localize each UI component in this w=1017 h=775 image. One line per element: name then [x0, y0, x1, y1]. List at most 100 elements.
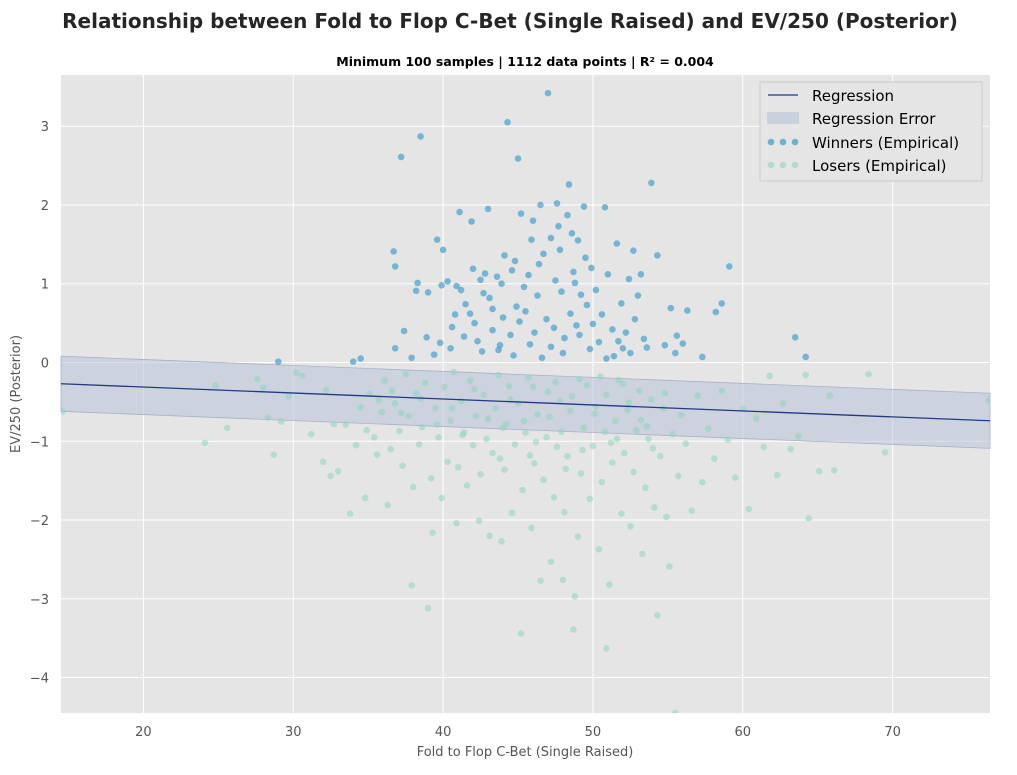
- winner-point: [520, 283, 528, 291]
- loser-point: [492, 404, 499, 412]
- winner-point: [595, 338, 603, 346]
- loser-point: [466, 377, 474, 384]
- loser-point: [752, 415, 760, 422]
- loser-point: [630, 468, 637, 476]
- loser-point: [577, 470, 585, 477]
- loser-point: [592, 403, 600, 410]
- loser-point: [453, 519, 460, 527]
- loser-point: [619, 380, 627, 388]
- winner-point: [547, 234, 555, 242]
- loser-point: [794, 433, 802, 440]
- loser-point: [826, 392, 833, 399]
- winner-point: [531, 329, 538, 336]
- loser-point: [543, 434, 550, 441]
- winner-point: [408, 354, 415, 362]
- loser-point: [529, 383, 537, 391]
- loser-point: [595, 545, 603, 553]
- y-tick-label: 2: [41, 199, 49, 214]
- loser-point: [694, 392, 702, 399]
- loser-point: [645, 435, 652, 443]
- legend-error-label: Regression Error: [812, 110, 936, 128]
- winner-point: [619, 345, 627, 352]
- loser-point: [546, 413, 553, 421]
- tick-labels: 20 30 40 50 60 70 −4 −3 −2 −1 0 1 2 3: [30, 120, 901, 740]
- loser-point: [531, 460, 538, 467]
- winner-point: [573, 322, 580, 329]
- winner-point: [486, 294, 493, 302]
- winner-point: [576, 331, 583, 339]
- winner-point: [699, 353, 706, 361]
- loser-point: [559, 576, 567, 584]
- loser-point: [558, 428, 565, 436]
- winner-point: [436, 339, 444, 347]
- loser-point: [330, 420, 338, 428]
- loser-point: [471, 385, 478, 393]
- loser-point: [346, 510, 354, 518]
- winner-point: [514, 155, 522, 162]
- loser-point: [391, 400, 399, 407]
- winner-point: [478, 348, 486, 355]
- loser-point: [375, 397, 382, 404]
- loser-point: [663, 513, 670, 521]
- loser-point: [415, 441, 423, 448]
- winner-point: [529, 217, 537, 225]
- loser-point: [637, 416, 645, 424]
- loser-point: [657, 452, 664, 460]
- y-tick-label: −2: [30, 514, 49, 529]
- loser-point: [532, 438, 540, 446]
- winner-point: [640, 335, 648, 343]
- winner-point: [493, 273, 501, 280]
- winner-point: [424, 289, 432, 296]
- winner-point: [627, 349, 634, 357]
- winner-point: [528, 236, 535, 243]
- loser-point: [201, 439, 209, 447]
- winner-point: [513, 303, 520, 310]
- winner-point: [537, 201, 544, 209]
- loser-point: [361, 494, 369, 502]
- loser-point: [576, 375, 583, 383]
- loser-point: [418, 423, 426, 431]
- loser-point: [319, 458, 327, 466]
- loser-point: [651, 504, 658, 511]
- x-tick-label: 30: [285, 725, 302, 740]
- loser-point: [322, 386, 330, 394]
- loser-point: [540, 476, 547, 484]
- winner-point: [526, 341, 534, 348]
- winner-point: [589, 320, 597, 328]
- loser-point: [405, 412, 412, 420]
- loser-point: [574, 533, 582, 540]
- loser-point: [624, 406, 631, 414]
- loser-point: [642, 484, 649, 492]
- loser-point: [427, 474, 435, 482]
- winner-point: [553, 200, 561, 207]
- winner-point: [556, 246, 564, 254]
- loser-point: [499, 424, 507, 432]
- loser-point: [649, 445, 657, 452]
- loser-point: [547, 558, 555, 566]
- loser-point: [408, 582, 415, 589]
- loser-point: [564, 452, 571, 460]
- loser-point: [469, 441, 477, 449]
- legend-losers-swatch-dot-1: [767, 161, 775, 169]
- x-tick-label: 40: [435, 725, 452, 740]
- legend-winners-swatch-dot-2: [779, 138, 787, 146]
- winner-point: [565, 181, 573, 188]
- loser-point: [387, 445, 394, 453]
- loser-point: [537, 577, 544, 584]
- loser-point: [378, 408, 385, 416]
- loser-point: [589, 442, 597, 450]
- loser-point: [606, 581, 613, 588]
- loser-point: [441, 383, 448, 391]
- winner-point: [453, 282, 460, 290]
- loser-point: [580, 424, 588, 432]
- legend-losers-swatch-dot-2: [779, 161, 787, 169]
- y-tick-label: 1: [41, 278, 49, 293]
- winner-point: [544, 89, 552, 97]
- loser-point: [511, 441, 519, 448]
- loser-point: [292, 369, 300, 377]
- loser-point: [682, 440, 690, 447]
- winner-point: [586, 345, 594, 353]
- loser-point: [607, 439, 615, 447]
